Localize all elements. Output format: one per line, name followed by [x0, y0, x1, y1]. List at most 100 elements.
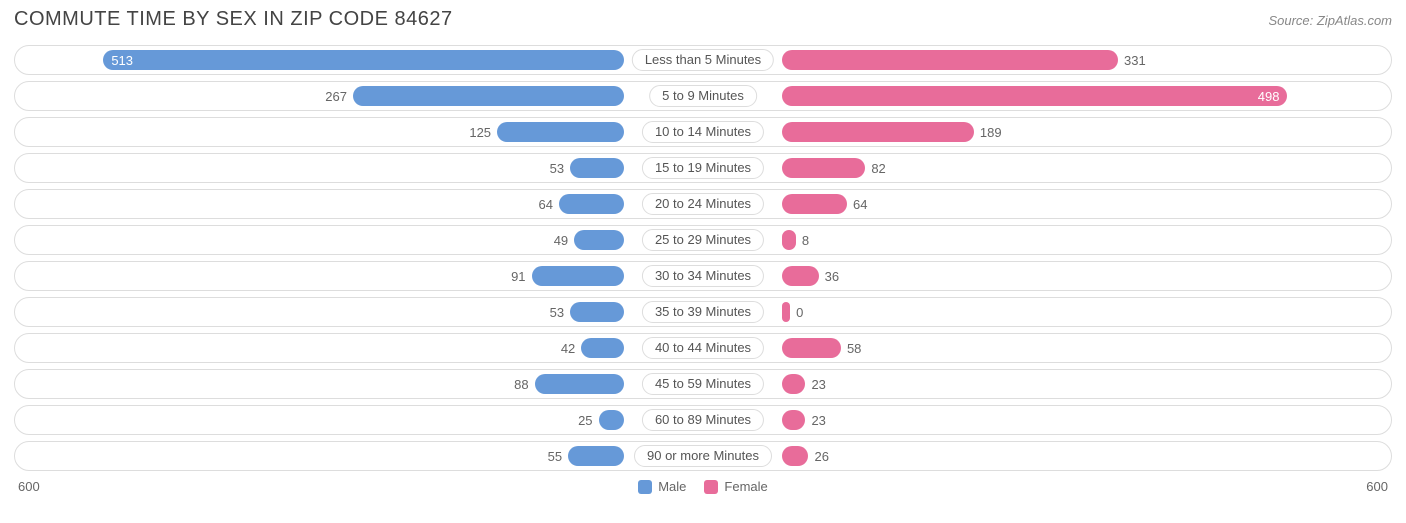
legend: Male Female: [40, 479, 1367, 494]
male-bar: [570, 302, 624, 322]
female-value: 23: [805, 377, 831, 392]
legend-male-label: Male: [658, 479, 686, 494]
male-value: 91: [505, 269, 531, 284]
female-value: 82: [865, 161, 891, 176]
chart-row: 42 58 40 to 44 Minutes: [14, 333, 1392, 363]
male-value: 55: [542, 449, 568, 464]
male-swatch-icon: [638, 480, 652, 494]
male-value: 64: [532, 197, 558, 212]
female-bar: [782, 50, 1118, 70]
female-bar: [782, 230, 796, 250]
female-half: 58: [703, 334, 1391, 362]
category-label: 25 to 29 Minutes: [642, 229, 764, 251]
chart-body: 513331Less than 5 Minutes2674985 to 9 Mi…: [14, 45, 1392, 471]
chart-row: 55 26 90 or more Minutes: [14, 441, 1392, 471]
male-bar: [559, 194, 624, 214]
category-label: 5 to 9 Minutes: [649, 85, 757, 107]
male-value: 88: [508, 377, 534, 392]
female-half: 82: [703, 154, 1391, 182]
male-half: 125: [15, 118, 703, 146]
category-label: 45 to 59 Minutes: [642, 373, 764, 395]
male-value: 267: [319, 89, 353, 104]
male-half: 25: [15, 406, 703, 434]
female-half: 189: [703, 118, 1391, 146]
male-half: 53: [15, 154, 703, 182]
male-value: 49: [548, 233, 574, 248]
male-bar: [535, 374, 624, 394]
chart-title: COMMUTE TIME BY SEX IN ZIP CODE 84627: [14, 8, 453, 31]
female-value: 58: [841, 341, 867, 356]
chart-row: 91 36 30 to 34 Minutes: [14, 261, 1392, 291]
male-value: 125: [463, 125, 497, 140]
female-bar: [782, 194, 847, 214]
category-label: 90 or more Minutes: [634, 445, 772, 467]
chart-row: 88 23 45 to 59 Minutes: [14, 369, 1392, 399]
chart-row: 64 64 20 to 24 Minutes: [14, 189, 1392, 219]
female-value: 0: [790, 305, 809, 320]
male-bar: [581, 338, 624, 358]
category-label: 35 to 39 Minutes: [642, 301, 764, 323]
male-half: 267: [15, 82, 703, 110]
male-half: 64: [15, 190, 703, 218]
male-half: 42: [15, 334, 703, 362]
male-bar: [570, 158, 624, 178]
male-half: 513: [15, 46, 703, 74]
female-value: 26: [808, 449, 834, 464]
category-label: 30 to 34 Minutes: [642, 265, 764, 287]
male-bar: [532, 266, 624, 286]
category-label: 20 to 24 Minutes: [642, 193, 764, 215]
female-half: 331: [703, 46, 1391, 74]
chart-row: 125 189 10 to 14 Minutes: [14, 117, 1392, 147]
male-bar: [574, 230, 624, 250]
axis-max-right: 600: [1366, 479, 1388, 494]
female-bar: [782, 410, 805, 430]
male-bar: [599, 410, 624, 430]
male-bar: [497, 122, 624, 142]
male-bar: [568, 446, 624, 466]
female-half: 8: [703, 226, 1391, 254]
female-bar: [782, 446, 808, 466]
chart-row: 513 331 Less than 5 Minutes: [14, 45, 1392, 75]
chart-row: 267 498 5 to 9 Minutes: [14, 81, 1392, 111]
male-half: 88: [15, 370, 703, 398]
category-label: 10 to 14 Minutes: [642, 121, 764, 143]
male-value: 513: [111, 53, 133, 68]
male-value: 42: [555, 341, 581, 356]
female-bar: [782, 158, 865, 178]
male-value: 53: [544, 161, 570, 176]
female-value: 189: [974, 125, 1008, 140]
male-value: 25: [572, 413, 598, 428]
chart-source: Source: ZipAtlas.com: [1268, 13, 1392, 28]
female-bar: [782, 374, 805, 394]
category-label: 40 to 44 Minutes: [642, 337, 764, 359]
female-half: 26: [703, 442, 1391, 470]
male-bar: [353, 86, 624, 106]
category-label: 15 to 19 Minutes: [642, 157, 764, 179]
legend-item-male: Male: [638, 479, 686, 494]
chart-row: 53 82 15 to 19 Minutes: [14, 153, 1392, 183]
male-half: 49: [15, 226, 703, 254]
male-half: 53: [15, 298, 703, 326]
male-half: 91: [15, 262, 703, 290]
female-bar: [782, 338, 841, 358]
chart-row: 53 0 35 to 39 Minutes: [14, 297, 1392, 327]
female-bar: [782, 302, 790, 322]
female-half: 64: [703, 190, 1391, 218]
male-bar: 513: [103, 50, 624, 70]
legend-female-label: Female: [724, 479, 767, 494]
female-value: 36: [819, 269, 845, 284]
female-value: 64: [847, 197, 873, 212]
axis-max-left: 600: [18, 479, 40, 494]
female-swatch-icon: [704, 480, 718, 494]
female-bar: [782, 266, 819, 286]
female-half: 498: [703, 82, 1391, 110]
category-label: Less than 5 Minutes: [632, 49, 774, 71]
female-half: 36: [703, 262, 1391, 290]
female-value: 331: [1118, 53, 1152, 68]
female-half: 23: [703, 370, 1391, 398]
legend-item-female: Female: [704, 479, 767, 494]
female-bar: 498: [782, 86, 1287, 106]
female-value: 23: [805, 413, 831, 428]
female-half: 0: [703, 298, 1391, 326]
chart-footer: 600 Male Female 600: [14, 477, 1392, 494]
